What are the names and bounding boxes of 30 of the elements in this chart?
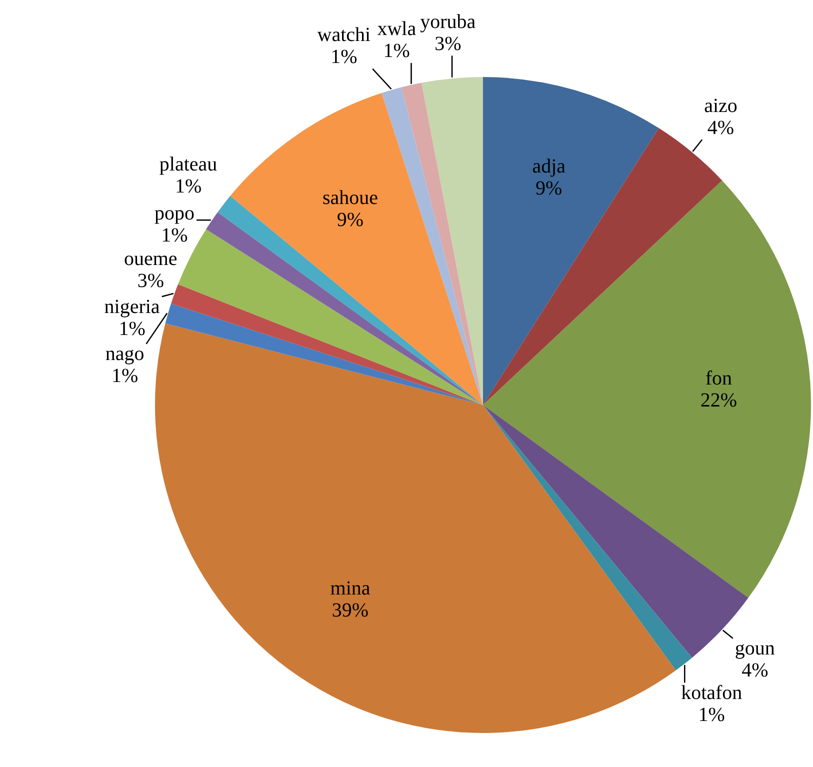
slice-label: goun xyxy=(734,638,775,660)
data-label: 1% xyxy=(174,176,202,198)
slice-label: watchi xyxy=(317,24,372,46)
slice-label: yoruba xyxy=(420,10,476,33)
data-label: 3% xyxy=(137,270,164,292)
data-label: 1% xyxy=(330,46,358,68)
slice-label: adja xyxy=(532,155,566,178)
slice-label: nigeria xyxy=(104,296,160,318)
data-label: 4% xyxy=(742,660,768,682)
slice-label: plateau xyxy=(159,154,218,176)
slice-label: aizo xyxy=(704,94,738,117)
data-label: 1% xyxy=(161,224,188,247)
data-label: 1% xyxy=(383,40,410,62)
data-label: 9% xyxy=(536,177,562,200)
slice-label: nago xyxy=(105,343,144,366)
slice-label: popo xyxy=(154,202,194,225)
data-label: 3% xyxy=(434,32,462,55)
slice-label: sahoue xyxy=(322,186,378,209)
data-label: 4% xyxy=(707,116,734,139)
data-label: 1% xyxy=(111,365,138,388)
slice-label: kotafon xyxy=(681,682,742,704)
data-label: 22% xyxy=(700,389,738,412)
data-label: 1% xyxy=(118,318,146,340)
data-label: 39% xyxy=(332,600,369,622)
data-label: 1% xyxy=(698,704,725,726)
slice-label: xwla xyxy=(377,18,416,40)
data-label: 9% xyxy=(336,208,364,231)
slice-label: mina xyxy=(330,578,370,600)
slice-label: fon xyxy=(705,367,732,390)
slice-label: oueme xyxy=(124,248,178,270)
